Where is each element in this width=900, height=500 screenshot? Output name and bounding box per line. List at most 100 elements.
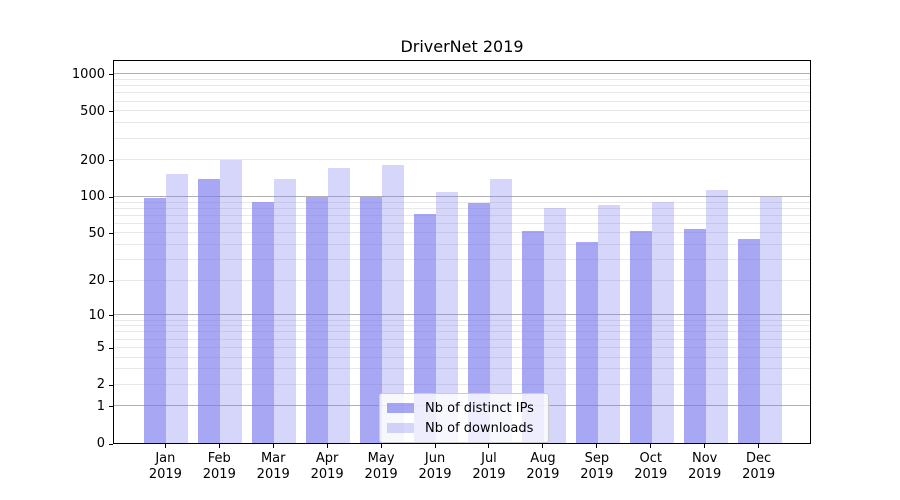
- gridline-minor-500: [114, 110, 810, 112]
- plot-inner: [114, 61, 810, 443]
- y-tick-mark-5: [109, 347, 113, 349]
- bar-ips-jan: [144, 198, 167, 443]
- x-tick-label-oct: Oct 2019: [621, 451, 681, 482]
- bar-downloads-apr: [328, 168, 351, 443]
- x-tick-mark-oct: [650, 444, 652, 448]
- bar-downloads-jul: [489, 179, 512, 443]
- bar-ips-oct: [629, 230, 652, 443]
- x-tick-label-aug: Aug 2019: [513, 451, 573, 482]
- y-tick-mark-200: [109, 160, 113, 162]
- gridline-minor-700: [114, 92, 810, 94]
- x-tick-mark-jan: [164, 444, 166, 448]
- gridline-minor-20: [114, 279, 810, 281]
- x-tick-label-month-sep: Sep: [584, 451, 610, 466]
- y-tick-label-1: 1: [96, 398, 105, 414]
- x-tick-label-month-may: May: [367, 451, 395, 466]
- gridline-minor-50: [114, 232, 810, 234]
- gridline-minor-4: [114, 356, 810, 358]
- x-tick-label-year-mar: 2019: [256, 466, 290, 482]
- x-tick-label-year-oct: 2019: [634, 466, 668, 482]
- x-tick-label-dec: Dec 2019: [729, 451, 789, 482]
- x-tick-label-year-jan: 2019: [148, 466, 182, 482]
- x-tick-label-year-jul: 2019: [472, 466, 506, 482]
- gridline-minor-900: [114, 79, 810, 81]
- bar-downloads-dec: [759, 196, 782, 443]
- gridline-minor-8: [114, 325, 810, 327]
- gridline-minor-90: [114, 201, 810, 203]
- legend-swatch-ips: [387, 403, 414, 413]
- y-tick-label-20: 20: [88, 273, 105, 289]
- gridline-major-10: [114, 314, 810, 316]
- y-tick-mark-1: [109, 406, 113, 408]
- bar-downloads-may: [382, 165, 405, 443]
- gridline-minor-5: [114, 346, 810, 348]
- bar-downloads-oct: [651, 201, 674, 443]
- gridline-major-100: [114, 195, 810, 197]
- y-tick-label-500: 500: [80, 103, 105, 119]
- y-tick-mark-1000: [109, 74, 113, 76]
- gridline-minor-7: [114, 331, 810, 333]
- bar-ips-feb: [198, 178, 221, 443]
- x-tick-label-month-jan: Jan: [155, 451, 176, 466]
- x-tick-label-year-aug: 2019: [526, 466, 560, 482]
- bar-downloads-mar: [274, 178, 297, 443]
- y-tick-label-10: 10: [88, 307, 105, 323]
- x-tick-label-year-feb: 2019: [202, 466, 236, 482]
- x-tick-mark-mar: [272, 444, 274, 448]
- x-tick-label-feb: Feb 2019: [189, 451, 249, 482]
- x-tick-label-year-may: 2019: [364, 466, 398, 482]
- x-tick-label-may: May 2019: [351, 451, 411, 482]
- x-tick-mark-jun: [434, 444, 436, 448]
- bar-downloads-sep: [597, 205, 620, 443]
- bar-ips-aug: [521, 230, 544, 443]
- x-tick-label-mar: Mar 2019: [243, 451, 303, 482]
- x-tick-mark-aug: [542, 444, 544, 448]
- legend-item-distinct-ips: Nb of distinct IPs: [387, 399, 540, 417]
- x-tick-label-month-dec: Dec: [746, 451, 772, 466]
- y-tick-mark-50: [109, 233, 113, 235]
- x-tick-label-year-jun: 2019: [418, 466, 452, 482]
- x-tick-mark-sep: [596, 444, 598, 448]
- x-tick-label-jan: Jan 2019: [135, 451, 195, 482]
- x-tick-label-month-feb: Feb: [207, 451, 231, 466]
- gridline-minor-600: [114, 100, 810, 102]
- x-tick-label-month-aug: Aug: [530, 451, 556, 466]
- x-tick-label-year-nov: 2019: [688, 466, 722, 482]
- gridline-major-1000: [114, 73, 810, 75]
- chart-title: DriverNet 2019: [400, 37, 524, 56]
- x-tick-label-month-jul: Jul: [481, 451, 497, 466]
- y-tick-label-0: 0: [96, 436, 105, 451]
- bar-downloads-feb: [220, 159, 243, 443]
- gridline-minor-60: [114, 222, 810, 224]
- x-tick-mark-feb: [218, 444, 220, 448]
- x-tick-label-nov: Nov 2019: [675, 451, 735, 482]
- plot-area: [113, 60, 811, 444]
- y-tick-mark-2: [109, 384, 113, 386]
- x-tick-label-month-apr: Apr: [315, 451, 339, 466]
- bar-ips-sep: [575, 242, 598, 443]
- y-tick-label-200: 200: [80, 152, 105, 168]
- gridline-minor-9: [114, 319, 810, 321]
- x-tick-label-month-jun: Jun: [424, 451, 446, 466]
- x-tick-label-jun: Jun 2019: [405, 451, 465, 482]
- y-tick-mark-100: [109, 196, 113, 198]
- bar-downloads-jan: [166, 174, 189, 443]
- y-tick-label-5: 5: [96, 340, 105, 356]
- x-tick-label-month-mar: Mar: [260, 451, 286, 466]
- gridline-minor-3: [114, 368, 810, 370]
- legend-label-ips: Nb of distinct IPs: [425, 400, 534, 416]
- gridline-minor-300: [114, 137, 810, 139]
- x-tick-label-year-dec: 2019: [742, 466, 776, 482]
- x-tick-mark-may: [380, 444, 382, 448]
- gridline-minor-70: [114, 214, 810, 216]
- y-tick-label-1000: 1000: [71, 66, 105, 82]
- bar-ips-jun: [414, 213, 437, 443]
- bar-downloads-jun: [436, 192, 459, 443]
- x-tick-label-month-nov: Nov: [692, 451, 718, 466]
- x-tick-label-jul: Jul 2019: [459, 451, 519, 482]
- gridline-minor-80: [114, 207, 810, 209]
- gridline-minor-2: [114, 383, 810, 385]
- bar-ips-jul: [467, 202, 490, 443]
- gridline-minor-400: [114, 122, 810, 124]
